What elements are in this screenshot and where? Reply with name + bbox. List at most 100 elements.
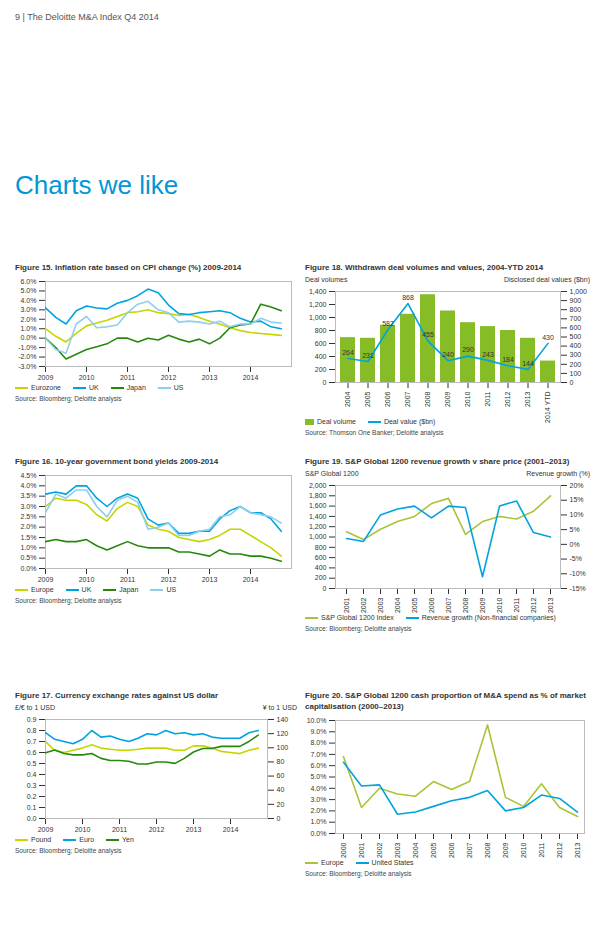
svg-text:40: 40 (277, 786, 285, 793)
svg-text:0.0%: 0.0% (21, 565, 37, 572)
svg-text:-3.0%: -3.0% (18, 363, 36, 370)
svg-text:2007: 2007 (445, 597, 452, 613)
svg-text:2004: 2004 (412, 842, 419, 858)
svg-text:3.0%: 3.0% (21, 503, 37, 510)
svg-text:0.5: 0.5 (27, 760, 37, 767)
svg-text:231: 231 (362, 352, 374, 359)
svg-text:200: 200 (315, 574, 327, 581)
svg-text:2002: 2002 (376, 842, 383, 858)
svg-text:1,000: 1,000 (309, 533, 327, 540)
svg-text:200: 200 (315, 366, 327, 373)
svg-text:1,000: 1,000 (309, 314, 327, 321)
svg-text:2001: 2001 (343, 597, 350, 613)
svg-text:2006: 2006 (428, 597, 435, 613)
svg-text:5.0%: 5.0% (21, 287, 37, 294)
svg-text:2013: 2013 (202, 576, 218, 583)
svg-text:1,000: 1,000 (570, 288, 588, 295)
svg-text:2,000: 2,000 (309, 482, 327, 489)
svg-text:20: 20 (277, 801, 285, 808)
svg-text:2002: 2002 (360, 597, 367, 613)
svg-text:400: 400 (315, 353, 327, 360)
svg-text:2003: 2003 (377, 597, 384, 613)
svg-text:-10%: -10% (570, 570, 586, 577)
svg-text:2011: 2011 (538, 842, 545, 857)
svg-text:243: 243 (482, 351, 494, 358)
svg-text:-15%: -15% (570, 585, 586, 592)
svg-text:2010: 2010 (79, 576, 95, 583)
svg-text:2012: 2012 (556, 842, 563, 858)
svg-text:300: 300 (570, 351, 582, 358)
svg-text:800: 800 (570, 306, 582, 313)
svg-text:1,200: 1,200 (309, 523, 327, 530)
svg-text:2013: 2013 (202, 374, 218, 381)
svg-text:10.0%: 10.0% (307, 717, 327, 724)
svg-text:2010: 2010 (496, 597, 503, 613)
svg-text:2014: 2014 (223, 826, 239, 833)
svg-text:4.5%: 4.5% (21, 472, 37, 479)
svg-text:8.0%: 8.0% (311, 739, 327, 746)
svg-text:-5%: -5% (570, 555, 582, 562)
svg-text:400: 400 (315, 564, 327, 571)
svg-text:0: 0 (323, 585, 327, 592)
svg-text:2013: 2013 (186, 826, 202, 833)
svg-text:2013: 2013 (547, 597, 554, 613)
svg-text:2005: 2005 (364, 391, 371, 407)
svg-text:2010: 2010 (75, 826, 91, 833)
svg-text:2007: 2007 (466, 842, 473, 858)
svg-text:3.5%: 3.5% (21, 492, 37, 499)
svg-text:2010: 2010 (79, 374, 95, 381)
svg-text:2013: 2013 (574, 842, 581, 858)
svg-text:700: 700 (570, 315, 582, 322)
svg-text:0: 0 (570, 379, 574, 386)
svg-text:600: 600 (315, 554, 327, 561)
svg-text:2000: 2000 (340, 842, 347, 858)
svg-text:2011: 2011 (120, 576, 135, 583)
svg-text:0.9: 0.9 (27, 716, 37, 723)
svg-text:1.0%: 1.0% (311, 818, 327, 825)
svg-text:200: 200 (570, 361, 582, 368)
svg-text:0.0%: 0.0% (311, 830, 327, 837)
svg-text:2009: 2009 (38, 576, 54, 583)
svg-text:290: 290 (462, 346, 474, 353)
svg-text:2009: 2009 (38, 374, 54, 381)
svg-text:2012: 2012 (161, 576, 177, 583)
svg-text:455: 455 (422, 331, 434, 338)
svg-text:1.5%: 1.5% (21, 534, 37, 541)
svg-text:2013: 2013 (524, 391, 531, 407)
svg-text:3.0%: 3.0% (311, 796, 327, 803)
svg-text:80: 80 (277, 758, 285, 765)
svg-text:1.0%: 1.0% (21, 544, 37, 551)
svg-text:2011: 2011 (484, 391, 491, 406)
svg-text:6.0%: 6.0% (311, 762, 327, 769)
svg-text:2009: 2009 (479, 597, 486, 613)
svg-text:2.5%: 2.5% (21, 513, 37, 520)
svg-text:9.0%: 9.0% (311, 728, 327, 735)
svg-text:0.1: 0.1 (27, 804, 37, 811)
svg-text:184: 184 (502, 356, 514, 363)
svg-text:2014 YTD: 2014 YTD (544, 392, 551, 423)
svg-text:4.0%: 4.0% (21, 297, 37, 304)
svg-text:2006: 2006 (384, 391, 391, 407)
svg-text:868: 868 (402, 294, 414, 301)
svg-text:600: 600 (570, 324, 582, 331)
svg-text:0.0: 0.0 (27, 815, 37, 822)
svg-text:582: 582 (382, 320, 394, 327)
svg-text:0.2: 0.2 (27, 793, 37, 800)
svg-text:264: 264 (342, 349, 354, 356)
svg-text:2.0%: 2.0% (311, 807, 327, 814)
svg-text:2010: 2010 (520, 842, 527, 858)
svg-text:2.0%: 2.0% (21, 316, 37, 323)
svg-text:1,400: 1,400 (309, 288, 327, 295)
svg-text:1,400: 1,400 (309, 513, 327, 520)
svg-text:0: 0 (277, 815, 281, 822)
svg-text:2011: 2011 (120, 374, 135, 381)
svg-text:2008: 2008 (462, 597, 469, 613)
svg-text:100: 100 (570, 370, 582, 377)
svg-text:2003: 2003 (394, 842, 401, 858)
svg-text:0.5%: 0.5% (21, 554, 37, 561)
svg-text:2010: 2010 (464, 391, 471, 407)
svg-text:2012: 2012 (149, 826, 165, 833)
svg-text:0.3: 0.3 (27, 782, 37, 789)
svg-text:2005: 2005 (430, 842, 437, 858)
svg-text:240: 240 (442, 351, 454, 358)
